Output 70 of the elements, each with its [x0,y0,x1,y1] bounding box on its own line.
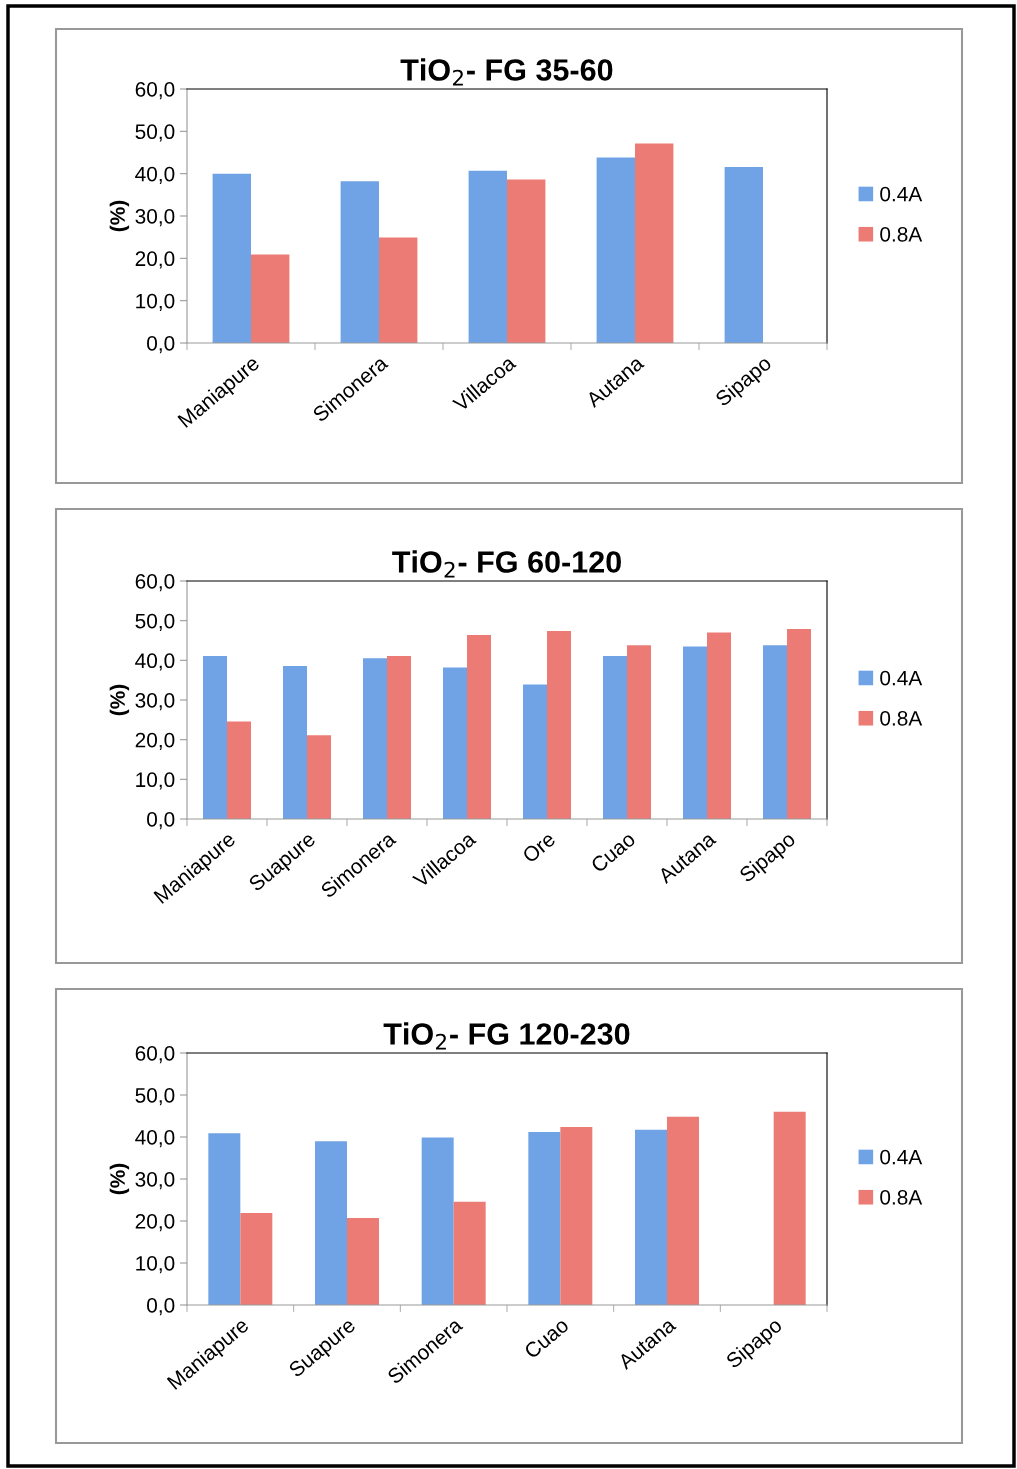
legend-label: 0.4A [880,670,923,686]
bar [667,1116,699,1305]
y-tick-label: 0,0 [147,336,175,354]
bar [683,646,707,819]
bar [787,629,811,819]
bar [707,632,731,819]
chart-title: TiO$_{2}$- FG 60-120 [392,550,621,578]
legend-label: 0.8A [880,1189,923,1205]
bar [468,170,507,343]
bar [763,645,787,819]
bar [560,1126,593,1305]
bar [603,655,627,819]
y-axis-title: (%) [109,1163,130,1195]
y-tick-label: 20,0 [135,732,175,750]
bar [635,1129,667,1305]
y-axis-title: (%) [109,200,130,232]
bar [340,181,379,343]
bar [251,254,290,343]
bar [387,655,411,819]
bar [773,1111,806,1305]
legend-label: 0.8A [880,226,923,242]
bar [203,655,227,819]
bar [627,645,651,819]
y-tick-label: 20,0 [135,251,175,269]
y-tick-label: 50,0 [135,124,175,142]
y-tick-label: 40,0 [135,166,175,184]
bar [379,237,418,343]
y-tick-label: 60,0 [135,574,175,592]
bar [283,665,307,819]
y-tick-label: 50,0 [135,613,175,631]
bar [547,630,571,819]
y-tick-label: 30,0 [135,1172,175,1190]
bar [507,179,546,343]
y-tick-label: 0,0 [147,1298,175,1316]
y-tick-label: 10,0 [136,772,175,790]
y-tick-label: 60,0 [135,1046,175,1064]
y-axis-title: (%) [109,684,130,716]
chart-title: TiO$_{2}$- FG 35-60 [400,58,613,86]
chart-title: TiO$_{2}$- FG 120-230 [383,1022,630,1050]
bar [363,658,387,819]
y-tick-label: 60,0 [135,82,175,100]
bar [227,721,251,819]
y-tick-label: 20,0 [135,1214,175,1232]
bar [528,1131,561,1305]
bar [212,173,251,343]
bar [596,157,635,343]
bar [724,166,763,343]
bar [208,1133,241,1305]
legend-label: 0.4A [880,186,923,202]
bar [240,1213,273,1305]
bar [635,143,674,343]
y-tick-label: 30,0 [135,693,175,711]
y-tick-label: 50,0 [135,1088,175,1106]
y-tick-label: 40,0 [135,653,175,671]
x-tick-label: Ore [521,831,557,864]
bar [307,735,331,819]
legend-label: 0.8A [880,710,923,726]
y-tick-label: 10,0 [136,1256,175,1274]
bar [421,1137,454,1305]
bar [523,684,547,819]
legend-label: 0.4A [880,1149,923,1165]
y-tick-label: 40,0 [135,1130,175,1148]
y-tick-label: 10,0 [136,293,175,311]
bar [347,1218,379,1305]
y-tick-label: 30,0 [135,209,175,227]
bar [315,1141,347,1305]
bar [467,634,491,819]
bar [453,1201,486,1305]
y-tick-label: 0,0 [147,812,175,830]
bar [443,667,467,819]
